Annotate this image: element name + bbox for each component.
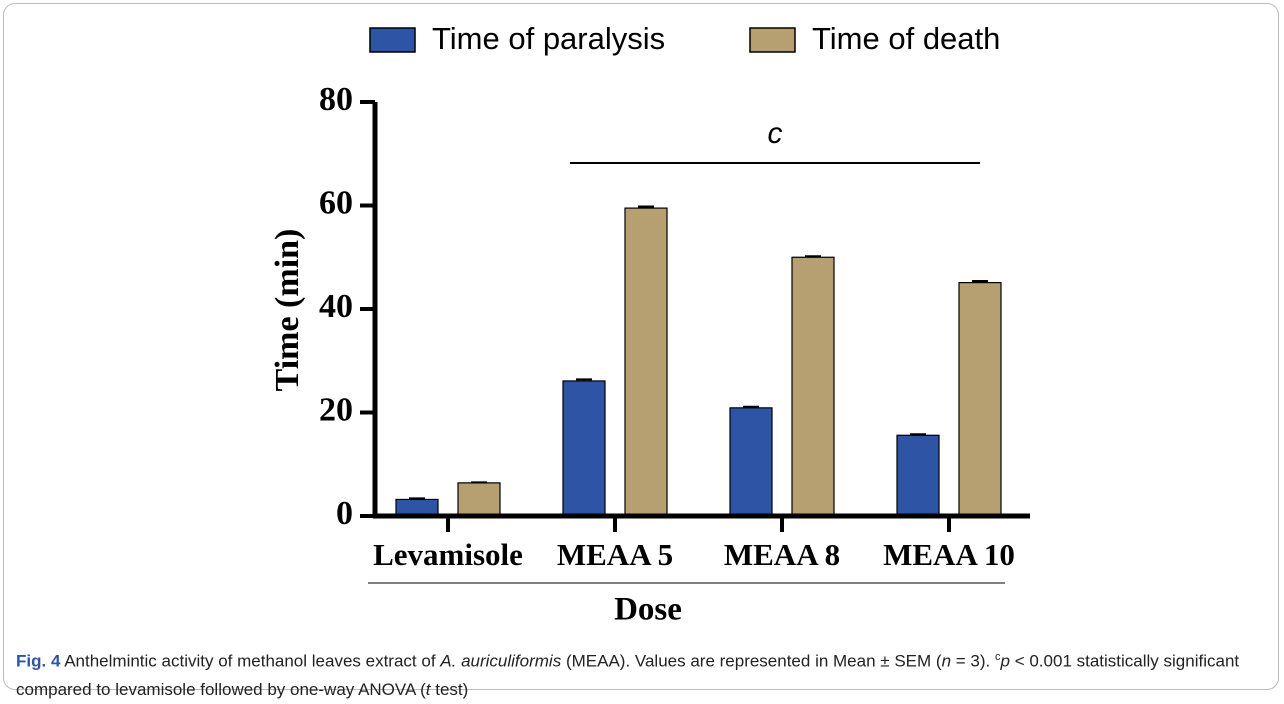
error-bar — [638, 205, 654, 209]
bar — [896, 434, 940, 517]
legend-label: Time of death — [812, 21, 1000, 56]
caption-text: p — [1000, 651, 1010, 671]
caption-text: A. auriculiformis — [440, 651, 562, 671]
figure-frame — [3, 3, 1279, 690]
bar — [562, 380, 606, 517]
bar — [729, 407, 773, 517]
y-axis-label: Time (min) — [269, 229, 306, 392]
caption-text: (MEAA). Values are represented in Mean ±… — [565, 651, 942, 671]
legend-swatch — [749, 27, 796, 53]
caption-text: Anthelmintic activity of methanol leaves… — [64, 651, 436, 671]
caption-text: test) — [435, 679, 469, 699]
caption-text: = 3). — [955, 651, 991, 671]
caption-text: n — [941, 651, 952, 671]
x-tick-label: Levamisole — [373, 537, 523, 572]
legend-label: Time of paralysis — [432, 21, 665, 56]
x-tick-label: MEAA 10 — [883, 537, 1015, 572]
y-tick-label: 60 — [319, 184, 353, 221]
y-tick-label: 0 — [336, 495, 353, 532]
x-tick-label: MEAA 8 — [724, 537, 840, 572]
error-bar — [805, 255, 821, 258]
error-bar — [471, 481, 487, 484]
bar — [791, 256, 835, 517]
y-tick-label: 40 — [319, 288, 353, 325]
caption: Fig. 4 Anthelmintic activity of methanol… — [16, 643, 1266, 704]
x-axis-label: Dose — [614, 592, 682, 628]
caption-text: t — [425, 679, 431, 699]
error-bar — [576, 378, 592, 381]
legend-swatch — [369, 27, 416, 53]
annotation: c — [768, 117, 783, 150]
y-tick-label: 80 — [319, 81, 353, 118]
caption-label: Fig. 4 — [16, 651, 61, 671]
error-bar — [743, 405, 759, 408]
caption-text: < 0.001 statistically significant compar… — [16, 651, 1240, 699]
x-tick-label: MEAA 5 — [557, 537, 673, 572]
chart: Time (min) Dose c Time of paralysis Time … — [269, 21, 1030, 628]
bar — [958, 282, 1002, 517]
error-bar — [409, 497, 425, 500]
error-bar — [972, 280, 988, 283]
caption-text: c — [995, 651, 1001, 663]
bar — [457, 482, 501, 517]
bar — [624, 207, 668, 517]
error-bar — [910, 433, 926, 436]
y-tick-label: 20 — [319, 391, 353, 428]
